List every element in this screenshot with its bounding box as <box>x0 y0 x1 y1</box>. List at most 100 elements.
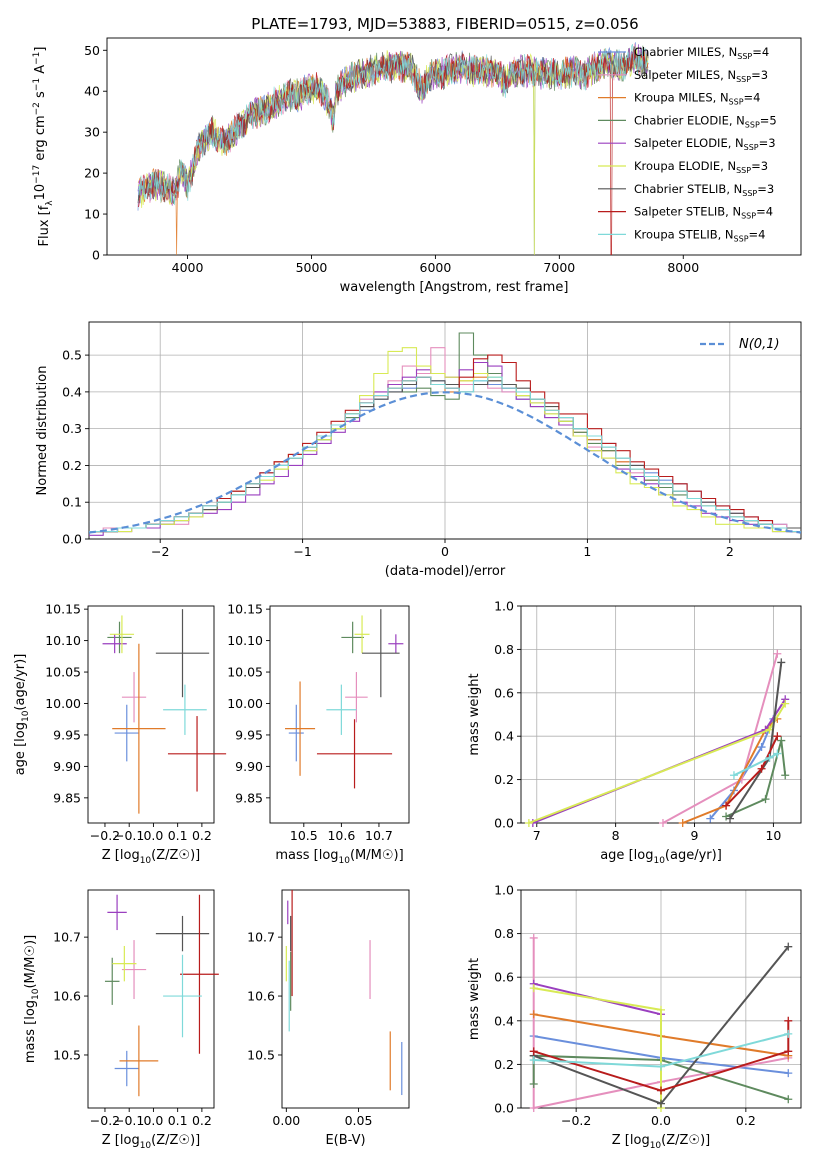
x-tick-label: 0.1 <box>168 828 188 843</box>
weight-marker <box>784 1095 793 1104</box>
x-tick-label: 0.1 <box>168 1113 188 1128</box>
y-tick-label: 9.95 <box>235 727 263 742</box>
z-vs-weight-ylabel: mass weight <box>467 958 482 1040</box>
age-vs-weight-ylabel: mass weight <box>467 673 482 755</box>
weight-marker <box>784 1016 793 1025</box>
weight-marker <box>777 736 786 745</box>
y-tick-label: 10.7 <box>247 930 275 945</box>
y-tick-label: 0.2 <box>62 458 82 473</box>
y-tick-label: 0 <box>92 248 100 263</box>
weight-marker <box>773 749 782 758</box>
y-tick-label: 0.6 <box>494 970 514 985</box>
spectrum-series-kroupa-stelib <box>137 43 649 206</box>
x-tick-label: 8000 <box>667 260 699 275</box>
y-tick-label: 10 <box>84 207 100 222</box>
y-tick-label: 10.15 <box>45 602 81 617</box>
y-tick-label: 10.00 <box>45 696 81 711</box>
z-vs-weight-xlabel: Z [log10(Z/Z☉)] <box>612 1133 710 1151</box>
y-tick-label: 10.05 <box>227 665 263 680</box>
y-tick-label: 10.10 <box>45 633 81 648</box>
weight-marker <box>529 1080 538 1089</box>
legend-label: Kroupa MILES, NSSP=4 <box>634 91 760 107</box>
x-tick-label: 0.0 <box>143 828 163 843</box>
x-tick-label: −2 <box>151 544 169 559</box>
x-tick-label: 1 <box>583 544 591 559</box>
y-tick-label: 0.4 <box>494 729 514 744</box>
z-vs-age-ylabel: age [log10(age/yr)] <box>13 654 31 776</box>
mass-vs-age-frame <box>269 605 410 824</box>
x-tick-label: 2 <box>726 544 734 559</box>
y-tick-label: 0.8 <box>494 926 514 941</box>
weight-marker <box>658 819 667 827</box>
x-tick-label: 10.5 <box>290 828 318 843</box>
x-tick-label: 8 <box>612 828 620 843</box>
x-tick-label: 7 <box>533 828 541 843</box>
y-tick-label: 0.0 <box>494 1101 514 1116</box>
x-tick-label: 0.2 <box>736 1113 756 1128</box>
x-tick-label: 10.7 <box>365 828 393 843</box>
weight-marker <box>678 819 687 827</box>
x-tick-label: 0.0 <box>143 1113 163 1128</box>
y-tick-label: 10.7 <box>53 930 81 945</box>
weight-marker <box>706 814 715 823</box>
spectrum-xlabel: wavelength [Angstrom, rest frame] <box>340 280 569 295</box>
y-tick-label: 10.6 <box>247 989 275 1004</box>
ebv-vs-mass-xlabel: E(B-V) <box>325 1133 365 1148</box>
weight-marker <box>529 1104 538 1112</box>
weight-series <box>532 938 789 1110</box>
ebv-vs-mass-frame <box>281 889 410 1109</box>
x-tick-label: 0.00 <box>272 1113 300 1128</box>
legend-label: Chabrier MILES, NSSP=4 <box>634 45 769 61</box>
y-tick-label: 0.1 <box>62 495 82 510</box>
weight-marker <box>773 732 782 741</box>
x-tick-label: 0.05 <box>345 1113 373 1128</box>
z-vs-mass-xlabel: Z [log10(Z/Z☉)] <box>102 1133 200 1151</box>
weight-marker <box>726 814 735 823</box>
spectrum-ylabel: Flux [fλ10−17 erg cm−2 s−1 A−1] <box>32 47 55 247</box>
histogram-group <box>89 332 801 536</box>
x-tick-label: 10.6 <box>327 828 355 843</box>
x-tick-label: 7000 <box>543 260 575 275</box>
weight-marker <box>722 801 731 810</box>
weight-marker <box>784 1069 793 1078</box>
weight-marker <box>529 1056 538 1065</box>
z-vs-mass-ylabel: mass [log10(M/M☉)] <box>23 935 41 1063</box>
y-tick-label: 10.00 <box>227 696 263 711</box>
y-tick-label: 0.0 <box>62 532 82 547</box>
weight-marker <box>761 795 770 804</box>
weight-marker <box>781 699 790 708</box>
x-tick-label: 0.2 <box>192 1113 212 1128</box>
x-tick-label: 4000 <box>172 260 204 275</box>
x-tick-label: 0 <box>441 544 449 559</box>
x-tick-label: −0.2 <box>561 1113 591 1128</box>
legend-label: Kroupa ELODIE, NSSP=3 <box>634 159 768 175</box>
x-tick-label: 9 <box>691 828 699 843</box>
x-tick-label: 5000 <box>296 260 328 275</box>
weight-marker <box>757 764 766 773</box>
weight-marker <box>784 942 793 951</box>
y-tick-label: 10.5 <box>53 1047 81 1062</box>
mass-vs-age-xlabel: mass [log10(M/M☉)] <box>275 848 403 866</box>
legend-label: Salpeter STELIB, NSSP=4 <box>634 205 773 221</box>
x-tick-label: 0.2 <box>192 828 212 843</box>
y-tick-label: 10.5 <box>247 1047 275 1062</box>
spectrum-frame <box>106 37 802 256</box>
weight-marker <box>765 753 774 762</box>
weight-marker <box>784 1047 793 1056</box>
weight-marker <box>529 1047 538 1056</box>
y-tick-label: 50 <box>84 43 100 58</box>
y-tick-label: 20 <box>84 166 100 181</box>
z-vs-mass-frame <box>87 889 215 1109</box>
y-tick-label: 0.2 <box>494 1057 514 1072</box>
x-tick-label: −0.2 <box>90 828 120 843</box>
y-tick-label: 10.15 <box>227 602 263 617</box>
weight-marker <box>529 1010 538 1019</box>
weight-marker <box>529 984 538 993</box>
spectrum-lines <box>137 42 649 255</box>
y-tick-label: 9.90 <box>53 759 81 774</box>
weight-marker <box>657 1005 665 1014</box>
y-tick-label: 0.3 <box>62 421 82 436</box>
age-vs-weight-xlabel: age [log10(age/yr)] <box>600 848 722 866</box>
age-vs-weight-frame <box>520 605 802 824</box>
